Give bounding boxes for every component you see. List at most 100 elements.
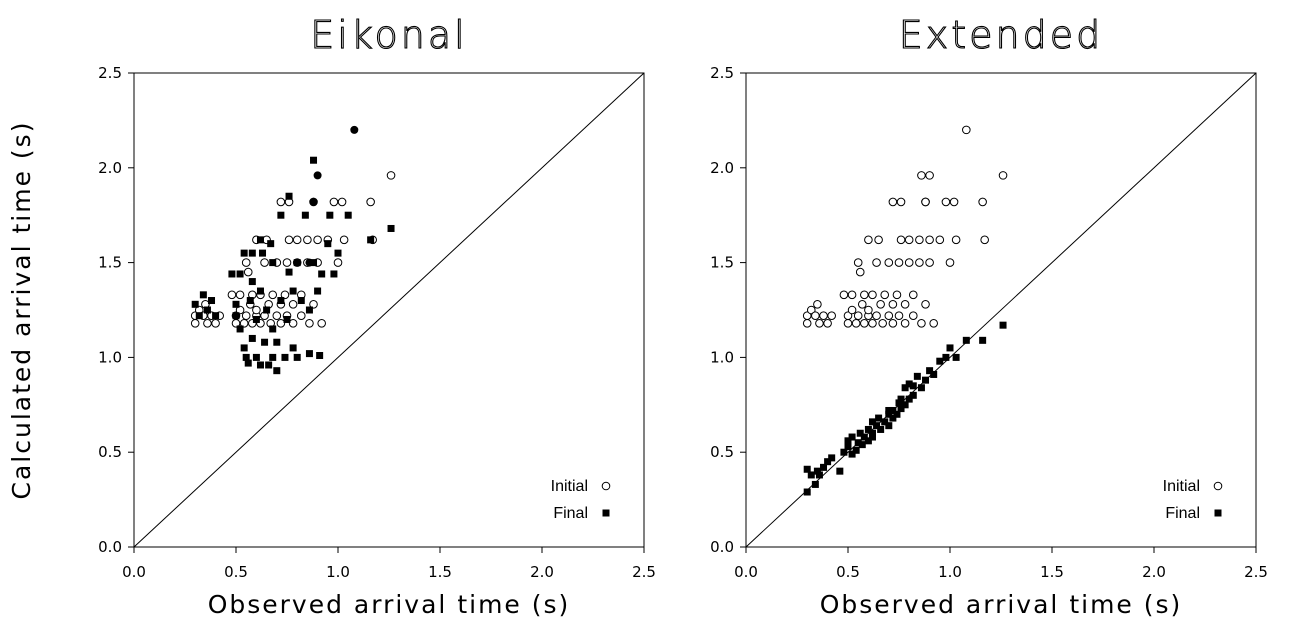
y-tick-label: 0.0	[98, 538, 122, 556]
data-point	[252, 315, 260, 323]
data-point	[248, 249, 256, 257]
data-point	[857, 300, 867, 309]
data-point	[824, 458, 832, 466]
data-point	[872, 258, 881, 267]
data-point	[806, 305, 816, 315]
data-point	[885, 406, 893, 414]
data-point	[344, 211, 352, 219]
data-point	[277, 297, 285, 305]
data-point	[310, 156, 318, 164]
data-point	[864, 305, 873, 315]
data-point	[999, 321, 1007, 329]
data-point	[823, 318, 832, 328]
data-point	[828, 454, 836, 462]
data-point	[241, 311, 251, 320]
legend-label: Initial	[551, 478, 588, 495]
series-final	[191, 156, 395, 375]
data-point	[273, 367, 281, 375]
data-point	[854, 439, 862, 447]
data-point	[840, 448, 848, 456]
data-point	[896, 197, 906, 207]
data-point	[318, 270, 326, 278]
x-tick-label: 0.5	[224, 563, 248, 581]
legend-marker	[602, 509, 610, 517]
data-point	[235, 290, 245, 300]
y-axis-label: Calculated arrival time (s)	[7, 121, 36, 500]
data-point	[900, 300, 910, 309]
data-point	[337, 197, 347, 207]
data-point	[289, 344, 297, 352]
data-point	[900, 318, 910, 328]
data-point	[873, 422, 881, 430]
data-point	[925, 171, 934, 180]
data-point	[876, 300, 885, 309]
chart-title: Extended	[899, 13, 1103, 57]
data-point	[815, 318, 824, 328]
data-point	[885, 410, 893, 418]
data-point	[926, 367, 934, 375]
data-point	[864, 437, 872, 445]
data-point	[917, 384, 925, 392]
data-point	[252, 353, 260, 361]
data-point	[913, 372, 921, 380]
data-point	[856, 429, 864, 437]
data-point	[864, 235, 873, 245]
data-point	[330, 270, 338, 278]
data-point	[288, 300, 298, 309]
data-point	[921, 300, 930, 309]
data-point	[261, 338, 269, 346]
data-point	[305, 258, 314, 267]
chart-panel-2: Extended 0.0 0.5 1.0 1.5 2.0 2.5 0.0 0.5 1.0 1.5 2.…	[710, 12, 1268, 619]
data-point	[820, 463, 828, 471]
data-point	[942, 353, 950, 361]
data-point	[853, 311, 863, 320]
data-point	[915, 235, 924, 245]
data-point	[305, 318, 314, 328]
data-point	[203, 306, 211, 314]
data-point	[313, 235, 322, 245]
data-point	[868, 418, 876, 426]
data-point	[334, 249, 342, 257]
data-point	[195, 312, 203, 320]
data-point	[228, 270, 236, 278]
data-point	[980, 235, 989, 245]
y-tick-label: 0.5	[98, 443, 122, 461]
data-point	[208, 297, 216, 305]
data-point	[877, 425, 885, 433]
x-tick-label: 1.0	[326, 563, 350, 581]
data-point	[908, 311, 918, 320]
data-point	[868, 318, 877, 328]
data-point	[305, 306, 313, 314]
data-point	[946, 344, 954, 352]
data-point	[232, 300, 240, 308]
data-point	[212, 312, 220, 320]
data-point	[313, 171, 322, 180]
data-point	[895, 399, 903, 407]
reference-line	[133, 72, 645, 548]
data-point	[962, 336, 970, 344]
data-point	[305, 350, 313, 358]
data-point	[930, 370, 938, 378]
data-point	[280, 290, 290, 300]
data-point	[915, 258, 924, 267]
data-point	[310, 259, 318, 267]
data-point	[236, 270, 244, 278]
data-point	[386, 171, 396, 180]
data-point	[276, 318, 286, 328]
data-point	[803, 488, 811, 496]
data-point	[387, 224, 395, 232]
x-tick-label: 2.5	[632, 563, 656, 581]
x-tick-label: 2.0	[530, 563, 554, 581]
plot-frame	[133, 72, 645, 548]
legend-marker	[1214, 509, 1222, 517]
data-point	[815, 471, 823, 479]
data-point	[259, 249, 267, 257]
data-point	[897, 395, 905, 403]
data-point	[256, 287, 264, 295]
data-point	[803, 465, 811, 473]
data-point	[303, 235, 312, 245]
data-point	[301, 211, 309, 219]
data-point	[297, 297, 305, 305]
data-point	[329, 197, 339, 207]
data-point	[232, 312, 240, 320]
